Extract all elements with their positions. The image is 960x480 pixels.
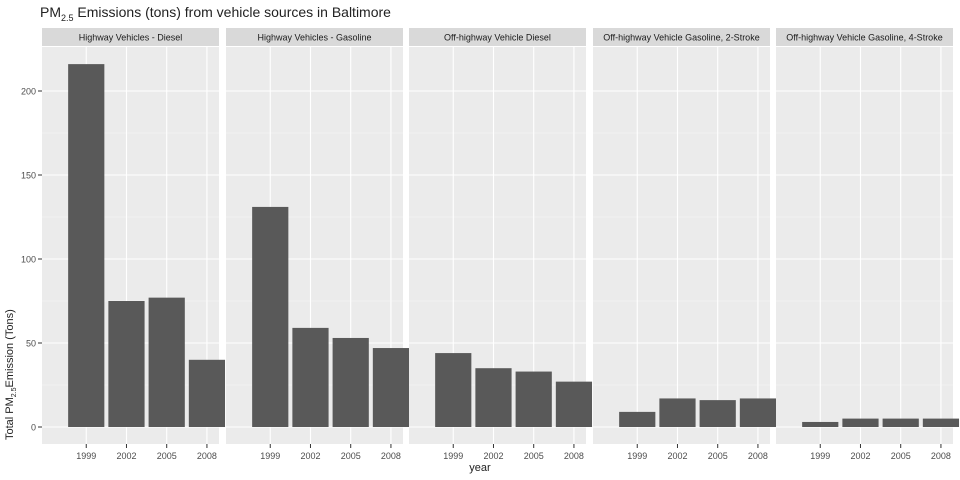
bar [292, 327, 329, 427]
bar [188, 359, 226, 427]
x-tick-label: 2008 [748, 451, 768, 461]
x-tick-label: 2005 [524, 451, 544, 461]
facet-strip [593, 28, 770, 46]
x-tick-label: 1999 [810, 451, 830, 461]
bar [922, 418, 960, 427]
facet-strip [42, 28, 219, 46]
chart-title: PM2.5 Emissions (tons) from vehicle sour… [40, 4, 391, 23]
bar [475, 368, 512, 427]
x-tick-label: 2002 [667, 451, 687, 461]
x-tick-label: 2005 [708, 451, 728, 461]
bar [882, 418, 919, 427]
x-tick-label: 2005 [157, 451, 177, 461]
bar [699, 400, 736, 427]
y-tick-label: 150 [21, 171, 36, 181]
facet-strip-label: Off-highway Vehicle Diesel [444, 33, 551, 43]
x-tick-label: 2002 [116, 451, 136, 461]
bar [252, 206, 289, 427]
bar [619, 411, 656, 427]
facet-strip-label: Off-highway Vehicle Gasoline, 2-Stroke [603, 33, 759, 43]
bar [108, 301, 145, 427]
facet-strip-label: Highway Vehicles - Diesel [79, 33, 183, 43]
bar [515, 371, 552, 427]
y-tick-label: 200 [21, 87, 36, 97]
y-axis-label: Total PM2.5Emission (Tons) [4, 309, 19, 440]
x-tick-label: 2005 [891, 451, 911, 461]
x-tick-label: 2008 [564, 451, 584, 461]
x-tick-label: 2002 [483, 451, 503, 461]
x-tick-label: 2005 [341, 451, 361, 461]
bar [148, 297, 185, 427]
x-tick-label: 2002 [850, 451, 870, 461]
x-tick-label: 1999 [627, 451, 647, 461]
bar [332, 337, 369, 427]
x-tick-label: 2002 [300, 451, 320, 461]
y-tick-label: 0 [31, 423, 36, 433]
facet-strip-label: Off-highway Vehicle Gasoline, 4-Stroke [786, 33, 942, 43]
bar [68, 64, 105, 428]
x-tick-label: 2008 [931, 451, 951, 461]
y-tick-label: 50 [26, 339, 36, 349]
x-tick-label: 2008 [197, 451, 217, 461]
x-axis-label: year [469, 462, 491, 474]
x-tick-label: 1999 [260, 451, 280, 461]
bar [659, 398, 696, 427]
bar [435, 353, 472, 427]
bar [372, 348, 410, 427]
bar [739, 398, 777, 427]
facet-strip-label: Highway Vehicles - Gasoline [257, 33, 371, 43]
y-tick-label: 100 [21, 255, 36, 265]
panel-background [593, 47, 770, 444]
facet-strip [776, 28, 953, 46]
x-tick-label: 1999 [443, 451, 463, 461]
bar [842, 418, 879, 427]
bar [555, 381, 593, 427]
x-tick-label: 1999 [76, 451, 96, 461]
facet-strip [226, 28, 403, 46]
facet-strip [409, 28, 586, 46]
panel-background [776, 47, 953, 444]
bar [802, 421, 839, 427]
x-tick-label: 2008 [381, 451, 401, 461]
